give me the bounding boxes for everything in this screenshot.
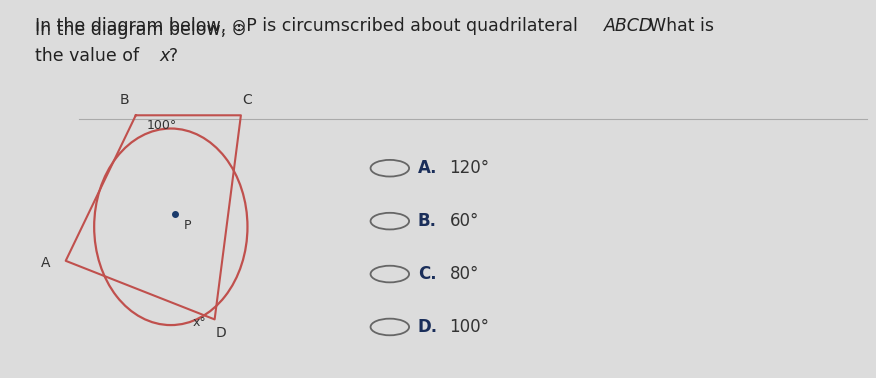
Text: C: C: [242, 93, 252, 107]
Text: B.: B.: [418, 212, 437, 230]
Ellipse shape: [371, 213, 409, 229]
Text: C.: C.: [418, 265, 436, 283]
Text: D.: D.: [418, 318, 438, 336]
Ellipse shape: [371, 319, 409, 335]
Text: A.: A.: [418, 159, 437, 177]
Text: 120°: 120°: [449, 159, 490, 177]
Ellipse shape: [371, 160, 409, 177]
Text: D: D: [215, 326, 226, 341]
Ellipse shape: [371, 266, 409, 282]
Text: A: A: [41, 256, 50, 270]
Text: ?: ?: [169, 47, 178, 65]
Text: 80°: 80°: [449, 265, 479, 283]
Text: In the diagram below, ⊙: In the diagram below, ⊙: [35, 21, 246, 39]
Text: P: P: [184, 219, 192, 232]
Text: the value of: the value of: [35, 47, 145, 65]
Text: ABCD: ABCD: [604, 17, 653, 35]
Text: . What is: . What is: [638, 17, 714, 35]
Text: x°: x°: [193, 316, 207, 328]
Text: 60°: 60°: [449, 212, 479, 230]
Text: In the diagram below, ⊙P is circumscribed about quadrilateral: In the diagram below, ⊙P is circumscribe…: [35, 17, 583, 35]
Text: x: x: [159, 47, 170, 65]
Text: 100°: 100°: [147, 119, 178, 132]
Text: 100°: 100°: [449, 318, 490, 336]
Text: B: B: [120, 93, 129, 107]
